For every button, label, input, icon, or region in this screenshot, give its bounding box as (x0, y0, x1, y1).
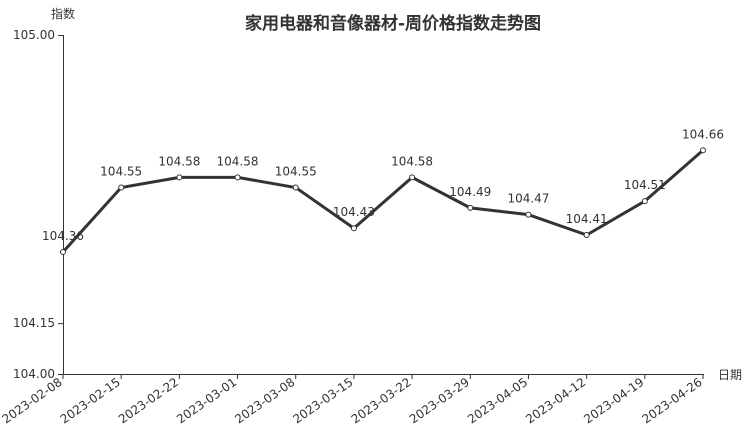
data-point (525, 211, 532, 218)
x-tick-label: 2023-02-15 (58, 375, 123, 426)
data-point (641, 198, 648, 205)
data-point (176, 174, 183, 181)
data-point (583, 232, 590, 239)
data-point (292, 184, 299, 191)
x-tick-label: 2023-04-19 (581, 375, 646, 426)
data-label: 104.58 (158, 154, 200, 168)
data-label: 104.51 (624, 178, 666, 192)
x-tick-label: 2023-03-29 (407, 375, 472, 426)
y-tick-label: 105.00 (13, 28, 55, 42)
chart-title: 家用电器和音像器材-周价格指数走势图 (245, 13, 541, 34)
x-tick-label: 2023-04-26 (640, 375, 705, 426)
data-point (60, 248, 66, 255)
data-label: 104.55 (100, 165, 142, 179)
x-tick-label: 2023-02-22 (116, 375, 181, 426)
x-tick-label: 2023-03-01 (174, 375, 239, 426)
series-line (61, 149, 704, 253)
data-label: 104.66 (682, 127, 724, 141)
data-label: 104.58 (391, 154, 433, 168)
data-label: 104.43 (333, 205, 375, 219)
y-tick-label: 104.00 (13, 367, 55, 381)
data-label: 104.41 (566, 212, 608, 226)
x-tick-label: 2023-03-08 (232, 375, 297, 426)
data-point (700, 147, 706, 154)
x-tick-label: 2023-04-05 (465, 375, 530, 426)
data-point (350, 225, 357, 232)
data-point (409, 174, 416, 181)
data-label: 104.36 (42, 229, 84, 243)
x-tick-label: 2023-02-08 (0, 375, 65, 426)
data-label: 104.55 (275, 165, 317, 179)
x-tick-label: 2023-03-15 (290, 375, 355, 426)
data-point (467, 204, 474, 211)
x-tick-label: 2023-03-22 (349, 375, 414, 426)
x-tick-label: 2023-04-12 (523, 375, 588, 426)
data-label: 104.58 (217, 154, 259, 168)
data-label: 104.49 (449, 185, 491, 199)
data-label: 104.47 (507, 192, 549, 206)
x-axis-label: 日期 (718, 368, 742, 382)
data-point (118, 184, 125, 191)
y-axis-label: 指数 (51, 6, 75, 21)
data-point (234, 174, 241, 181)
y-tick-label: 104.15 (13, 316, 55, 330)
